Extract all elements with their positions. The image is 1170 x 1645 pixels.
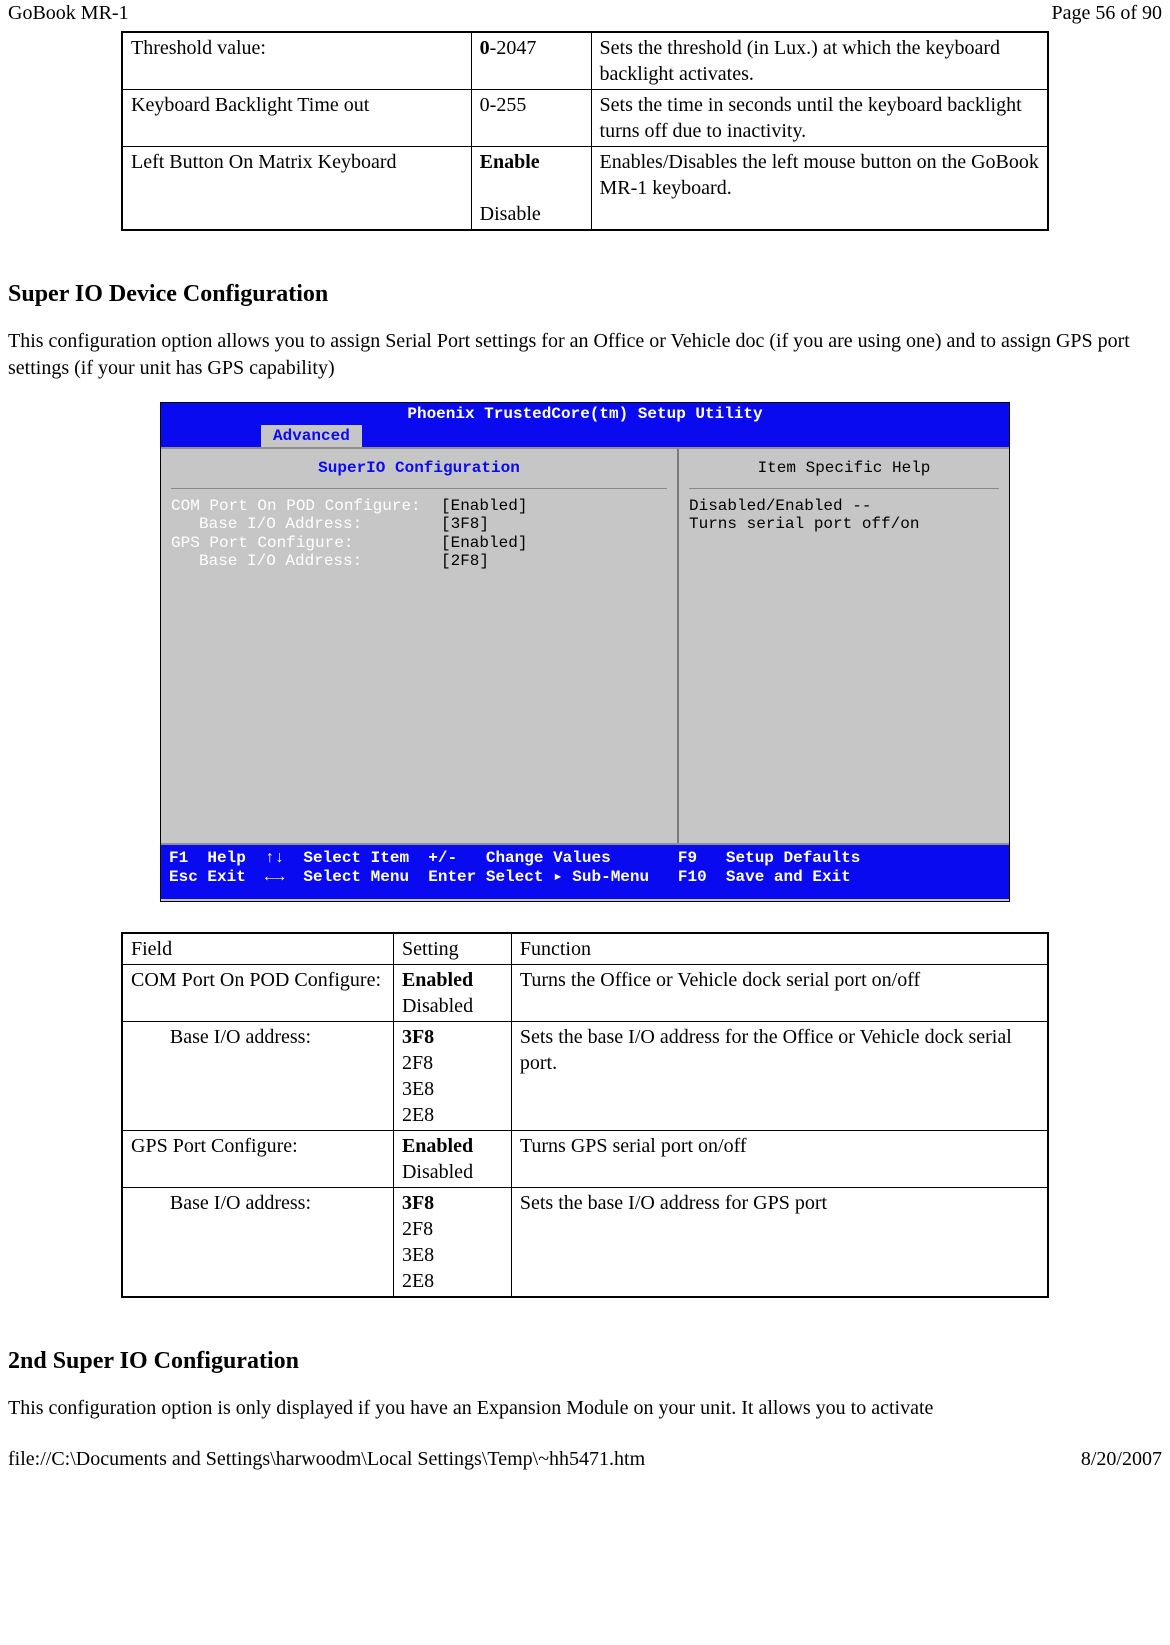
page-header: GoBook MR-1 Page 56 of 90	[8, 0, 1162, 31]
io-function-cell: Turns the Office or Vehicle dock serial …	[511, 965, 1048, 1022]
io-setting-cell: 3F82F83E82E8	[393, 1022, 511, 1131]
bios-row-value: [2F8]	[441, 552, 489, 570]
io-header-field: Field	[122, 933, 393, 965]
bios-row-label: GPS Port Configure:	[171, 534, 441, 552]
table-cell-setting: 0-255	[471, 90, 591, 147]
io-setting-cell: 3F82F83E82E8	[393, 1188, 511, 1298]
bios-footer-line2: Esc Exit ←→ Select Menu Enter Select ▸ S…	[169, 868, 851, 886]
table-cell-setting: Enable Disable	[471, 147, 591, 231]
bios-row-value: [Enabled]	[441, 497, 527, 515]
bios-row-label: Base I/O Address:	[171, 552, 441, 570]
bios-row-label: Base I/O Address:	[171, 515, 441, 533]
bios-title: Phoenix TrustedCore(tm) Setup Utility	[161, 403, 1009, 425]
bios-content: COM Port On POD Configure:[Enabled]Base …	[171, 497, 667, 571]
io-setting-cell: EnabledDisabled	[393, 965, 511, 1022]
header-left: GoBook MR-1	[8, 2, 129, 25]
io-function-cell: Sets the base I/O address for GPS port	[511, 1188, 1048, 1298]
bios-row-label: COM Port On POD Configure:	[171, 497, 441, 515]
bios-screenshot: Phoenix TrustedCore(tm) Setup Utility Ad…	[160, 402, 1010, 902]
table-cell-field: Keyboard Backlight Time out	[122, 90, 471, 147]
bios-footer: F1 Help ↑↓ Select Item +/- Change Values…	[161, 845, 1009, 899]
bios-row-value: [Enabled]	[441, 534, 527, 552]
bios-footer-line1: F1 Help ↑↓ Select Item +/- Change Values…	[169, 849, 860, 867]
bios-right-header: Item Specific Help	[689, 455, 999, 488]
bios-help-text: Disabled/Enabled --Turns serial port off…	[689, 497, 999, 534]
bios-row: GPS Port Configure:[Enabled]	[171, 534, 667, 552]
bios-row-value: [3F8]	[441, 515, 489, 533]
section1-para: This configuration option allows you to …	[8, 328, 1162, 382]
section2-para: This configuration option is only displa…	[8, 1395, 1162, 1422]
table-cell-setting: 0-2047	[471, 32, 591, 90]
table-cell-field: Left Button On Matrix Keyboard	[122, 147, 471, 231]
section2-heading: 2nd Super IO Configuration	[8, 1348, 1162, 1375]
table-cell-field: Threshold value:	[122, 32, 471, 90]
io-indent-cell	[122, 1188, 162, 1298]
bios-row: Base I/O Address:[3F8]	[171, 515, 667, 533]
io-function-cell: Sets the base I/O address for the Office…	[511, 1022, 1048, 1131]
header-right: Page 56 of 90	[1051, 2, 1162, 25]
footer-right: 8/20/2007	[1081, 1448, 1162, 1471]
bios-tab-advanced: Advanced	[261, 425, 362, 447]
io-header-setting: Setting	[393, 933, 511, 965]
page-footer: file://C:\Documents and Settings\harwood…	[8, 1442, 1162, 1473]
table-cell-function: Sets the threshold (in Lux.) at which th…	[591, 32, 1048, 90]
bios-tabs: Advanced	[161, 425, 1009, 447]
io-indent-cell	[122, 1022, 162, 1131]
bios-right-pane: Item Specific Help Disabled/Enabled --Tu…	[679, 449, 1009, 843]
io-header-function: Function	[511, 933, 1048, 965]
top-settings-table: Threshold value:0-2047Sets the threshold…	[121, 31, 1049, 231]
bios-row: COM Port On POD Configure:[Enabled]	[171, 497, 667, 515]
io-function-cell: Turns GPS serial port on/off	[511, 1131, 1048, 1188]
io-field-cell: COM Port On POD Configure:	[122, 965, 393, 1022]
bios-left-pane: SuperIO Configuration COM Port On POD Co…	[161, 449, 679, 843]
io-settings-table: FieldSettingFunction COM Port On POD Conf…	[121, 932, 1049, 1298]
io-field-cell: GPS Port Configure:	[122, 1131, 393, 1188]
table-cell-function: Sets the time in seconds until the keybo…	[591, 90, 1048, 147]
section1-heading: Super IO Device Configuration	[8, 281, 1162, 308]
bios-body: SuperIO Configuration COM Port On POD Co…	[161, 447, 1009, 845]
io-field-cell: Base I/O address:	[162, 1022, 394, 1131]
bios-left-header: SuperIO Configuration	[171, 455, 667, 488]
footer-left: file://C:\Documents and Settings\harwood…	[8, 1448, 645, 1471]
table-cell-function: Enables/Disables the left mouse button o…	[591, 147, 1048, 231]
bios-row: Base I/O Address:[2F8]	[171, 552, 667, 570]
io-setting-cell: EnabledDisabled	[393, 1131, 511, 1188]
io-field-cell: Base I/O address:	[162, 1188, 394, 1298]
